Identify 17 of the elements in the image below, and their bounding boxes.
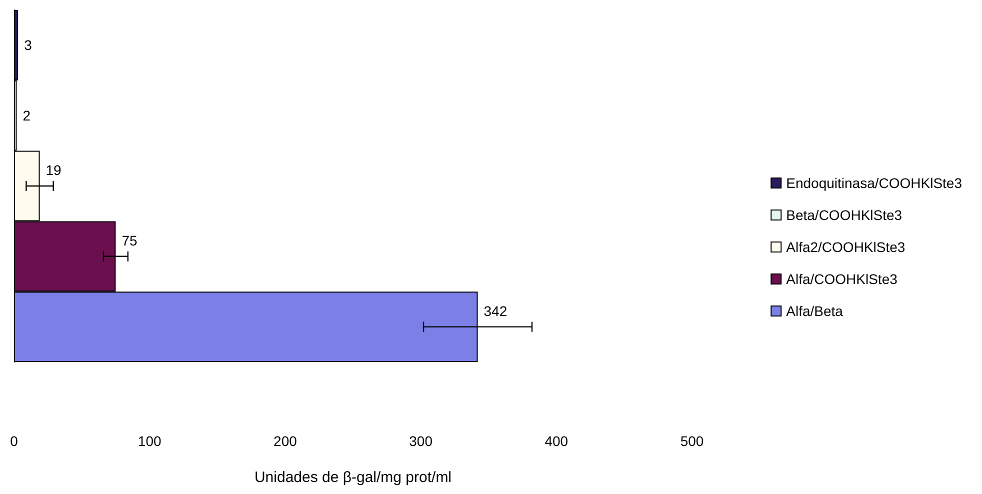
x-tick-label: 0: [10, 433, 18, 449]
x-tick-label: 400: [544, 433, 568, 449]
legend-label: Beta/COOHKlSte3: [786, 207, 902, 223]
legend-label: Alfa/COOHKlSte3: [786, 271, 898, 287]
x-axis-title: Unidades de β-gal/mg prot/ml: [254, 469, 452, 486]
data-label: 2: [22, 108, 31, 124]
data-label: 3: [24, 37, 32, 54]
data-label: 342: [484, 302, 508, 319]
data-label: 19: [46, 162, 62, 178]
x-tick-label: 100: [138, 433, 162, 449]
legend-label: Alfa/Beta: [786, 303, 844, 319]
x-tick-label: 200: [274, 433, 298, 449]
x-tick-label: 300: [409, 433, 433, 449]
data-label: 75: [122, 232, 138, 248]
legend-label: Alfa2/COOHKlSte3: [786, 239, 906, 255]
x-tick-label: 500: [680, 433, 704, 449]
legend-label: Endoquitinasa/COOHKlSte3: [786, 175, 962, 191]
